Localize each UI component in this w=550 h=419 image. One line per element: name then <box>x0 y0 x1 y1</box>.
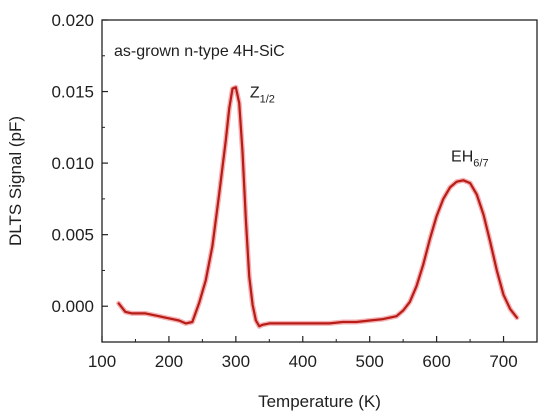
peak-label-eh67: EH6/7 <box>451 148 489 169</box>
x-tick-label: 200 <box>155 352 183 371</box>
x-tick-label: 500 <box>356 352 384 371</box>
y-tick-label: 0.010 <box>51 154 94 173</box>
x-tick-label: 300 <box>222 352 250 371</box>
peak-label-z12: Z1/2 <box>250 84 275 105</box>
x-axis: 100 200 300 400 500 600 700 <box>88 336 518 371</box>
y-tick-label: 0.020 <box>51 11 94 30</box>
x-axis-title: Temperature (K) <box>258 392 381 411</box>
y-tick-label: 0.015 <box>51 83 94 102</box>
plot-border <box>101 19 538 343</box>
y-tick-label: 0.005 <box>51 226 94 245</box>
annotations: as-grown n-type 4H-SiC Z1/2 EH6/7 <box>114 43 489 169</box>
y-axis: 0.000 0.005 0.010 0.015 0.020 <box>51 11 108 316</box>
series-layer <box>116 84 520 329</box>
y-tick-label: 0.000 <box>51 297 94 316</box>
x-tick-label: 100 <box>88 352 116 371</box>
series-line <box>117 86 519 328</box>
sample-label: as-grown n-type 4H-SiC <box>114 43 285 60</box>
y-axis-title: DLTS Signal (pF) <box>6 116 25 246</box>
plot-frame <box>101 19 538 343</box>
series-halo <box>116 84 520 329</box>
x-tick-label: 400 <box>289 352 317 371</box>
x-tick-label: 600 <box>422 352 450 371</box>
x-tick-label: 700 <box>489 352 517 371</box>
